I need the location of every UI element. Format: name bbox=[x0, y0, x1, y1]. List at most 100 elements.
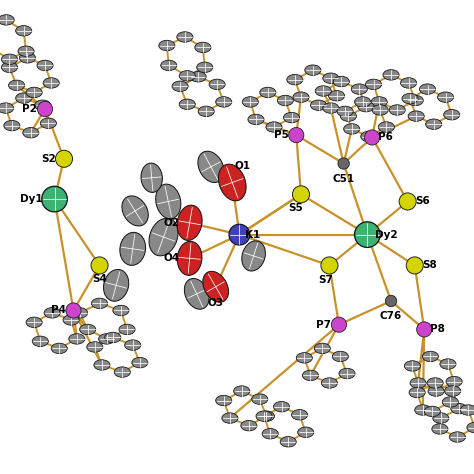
Ellipse shape bbox=[432, 424, 448, 434]
Ellipse shape bbox=[99, 334, 115, 344]
Ellipse shape bbox=[292, 410, 308, 420]
Ellipse shape bbox=[43, 78, 59, 88]
Circle shape bbox=[406, 257, 423, 274]
Circle shape bbox=[292, 186, 310, 203]
Text: S7: S7 bbox=[318, 274, 333, 285]
Ellipse shape bbox=[314, 343, 330, 354]
Ellipse shape bbox=[229, 224, 250, 245]
Ellipse shape bbox=[355, 222, 380, 247]
Ellipse shape bbox=[23, 128, 39, 138]
Ellipse shape bbox=[122, 196, 148, 226]
Text: S8: S8 bbox=[422, 260, 438, 271]
Circle shape bbox=[331, 317, 346, 332]
Ellipse shape bbox=[18, 46, 34, 56]
Ellipse shape bbox=[216, 395, 232, 406]
Ellipse shape bbox=[26, 87, 42, 98]
Ellipse shape bbox=[302, 370, 319, 381]
Ellipse shape bbox=[323, 103, 339, 113]
Text: P4: P4 bbox=[51, 305, 66, 316]
Ellipse shape bbox=[277, 95, 293, 106]
Ellipse shape bbox=[132, 357, 148, 368]
Circle shape bbox=[37, 101, 53, 117]
Ellipse shape bbox=[280, 437, 296, 447]
Ellipse shape bbox=[361, 131, 377, 142]
Ellipse shape bbox=[161, 60, 177, 71]
Ellipse shape bbox=[51, 343, 67, 354]
Text: P6: P6 bbox=[378, 132, 393, 143]
Text: P7: P7 bbox=[316, 319, 331, 330]
Ellipse shape bbox=[419, 84, 436, 94]
Ellipse shape bbox=[105, 332, 121, 343]
Ellipse shape bbox=[0, 15, 14, 25]
Ellipse shape bbox=[203, 271, 228, 302]
Ellipse shape bbox=[40, 118, 56, 128]
Ellipse shape bbox=[26, 317, 42, 328]
Ellipse shape bbox=[409, 387, 425, 398]
Ellipse shape bbox=[332, 351, 348, 362]
Ellipse shape bbox=[424, 406, 440, 417]
Ellipse shape bbox=[149, 218, 178, 256]
Ellipse shape bbox=[427, 378, 443, 388]
Ellipse shape bbox=[234, 386, 250, 396]
Ellipse shape bbox=[91, 298, 108, 309]
Text: P8: P8 bbox=[430, 324, 445, 335]
Ellipse shape bbox=[467, 422, 474, 433]
Ellipse shape bbox=[190, 72, 206, 82]
Ellipse shape bbox=[197, 62, 213, 73]
Ellipse shape bbox=[402, 93, 418, 104]
Ellipse shape bbox=[177, 32, 193, 42]
Text: O1: O1 bbox=[235, 161, 251, 171]
Ellipse shape bbox=[184, 279, 209, 309]
Ellipse shape bbox=[460, 405, 474, 415]
Ellipse shape bbox=[438, 92, 454, 102]
Ellipse shape bbox=[72, 308, 88, 318]
Ellipse shape bbox=[44, 308, 60, 318]
Ellipse shape bbox=[321, 378, 337, 388]
Ellipse shape bbox=[198, 151, 224, 182]
Ellipse shape bbox=[256, 411, 272, 421]
Circle shape bbox=[417, 322, 432, 337]
Text: Dy2: Dy2 bbox=[375, 229, 398, 240]
Ellipse shape bbox=[293, 92, 309, 102]
Ellipse shape bbox=[315, 86, 331, 96]
Circle shape bbox=[365, 130, 380, 145]
Text: C51: C51 bbox=[333, 173, 355, 184]
Circle shape bbox=[289, 128, 304, 143]
Ellipse shape bbox=[273, 401, 290, 412]
Ellipse shape bbox=[159, 40, 175, 51]
Ellipse shape bbox=[323, 73, 339, 83]
Ellipse shape bbox=[262, 428, 278, 439]
Text: S4: S4 bbox=[92, 273, 107, 284]
Circle shape bbox=[385, 295, 397, 307]
Text: O2: O2 bbox=[164, 218, 180, 228]
Ellipse shape bbox=[422, 351, 438, 362]
Text: C76: C76 bbox=[380, 311, 402, 321]
Ellipse shape bbox=[378, 122, 394, 132]
Ellipse shape bbox=[242, 241, 265, 271]
Text: P2: P2 bbox=[22, 104, 37, 114]
Ellipse shape bbox=[63, 315, 79, 325]
Ellipse shape bbox=[119, 324, 135, 335]
Ellipse shape bbox=[333, 76, 349, 87]
Ellipse shape bbox=[37, 60, 53, 71]
Ellipse shape bbox=[179, 99, 195, 109]
Ellipse shape bbox=[222, 413, 238, 423]
Ellipse shape bbox=[9, 80, 25, 91]
Ellipse shape bbox=[258, 411, 274, 421]
Ellipse shape bbox=[42, 186, 67, 212]
Ellipse shape bbox=[4, 120, 20, 131]
Ellipse shape bbox=[351, 84, 367, 94]
Ellipse shape bbox=[383, 70, 399, 80]
Ellipse shape bbox=[444, 109, 460, 120]
Ellipse shape bbox=[114, 367, 130, 377]
Ellipse shape bbox=[426, 119, 442, 129]
Ellipse shape bbox=[16, 26, 32, 36]
Circle shape bbox=[91, 257, 108, 274]
Ellipse shape bbox=[401, 78, 417, 88]
Ellipse shape bbox=[445, 386, 461, 396]
Ellipse shape bbox=[248, 114, 264, 125]
Ellipse shape bbox=[209, 79, 225, 90]
Ellipse shape bbox=[410, 378, 426, 388]
Ellipse shape bbox=[155, 184, 181, 219]
Ellipse shape bbox=[428, 386, 444, 396]
